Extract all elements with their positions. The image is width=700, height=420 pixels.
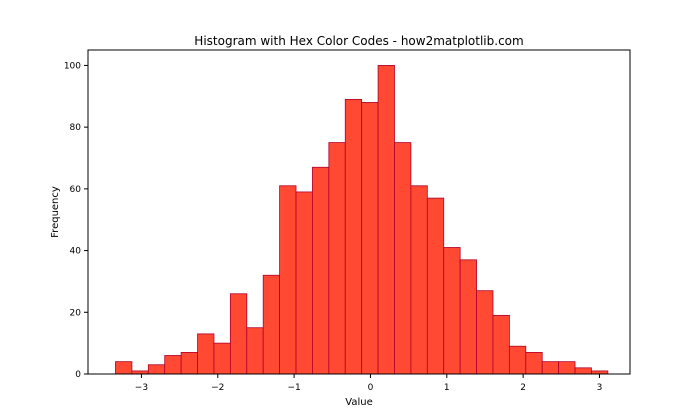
x-tick-label: 1	[444, 383, 450, 393]
x-axis: −3 −2 −1 0 1 2 3	[135, 374, 603, 393]
histogram-bar-23	[492, 314, 510, 375]
histogram-bar-28	[574, 367, 592, 375]
bars-group	[115, 65, 609, 375]
y-tick-label: 0	[75, 370, 81, 380]
histogram-bar-13	[328, 142, 346, 375]
y-tick-label: 20	[70, 308, 82, 318]
histogram-bar-26	[541, 361, 560, 375]
histogram-bar-21	[459, 259, 477, 375]
histogram-bar-0	[115, 361, 133, 375]
histogram-bar-12	[312, 166, 330, 375]
histogram-bar-16	[377, 65, 395, 375]
histogram-bar-17	[394, 142, 412, 375]
x-tick-label: 3	[597, 383, 603, 393]
histogram-bar-27	[558, 361, 576, 375]
histogram-bar-4	[180, 351, 198, 375]
histogram-bar-18	[410, 185, 428, 375]
histogram-bar-19	[426, 197, 445, 375]
x-tick-label: 2	[520, 383, 526, 393]
x-tick-label: −3	[135, 383, 148, 393]
histogram-bar-14	[344, 98, 363, 375]
chart-title: Histogram with Hex Color Codes - how2mat…	[194, 34, 523, 48]
y-tick-label: 100	[64, 61, 81, 71]
histogram-bar-2	[147, 364, 166, 375]
y-axis-label: Frequency	[50, 186, 61, 238]
histogram-bar-5	[197, 333, 215, 375]
histogram-bar-9	[262, 274, 281, 375]
x-tick-label: 0	[368, 383, 374, 393]
y-tick-label: 80	[70, 123, 82, 133]
histogram-bar-7	[229, 293, 248, 375]
histogram-bar-25	[525, 351, 543, 375]
y-axis: 0 20 40 60 80 100	[64, 61, 88, 380]
plot-frame	[87, 49, 631, 375]
x-tick-label: −2	[211, 383, 224, 393]
x-axis-label: Value	[345, 397, 372, 408]
histogram-bar-15	[361, 102, 379, 375]
histogram-bar-3	[164, 355, 182, 375]
histogram-bar-22	[476, 290, 494, 375]
histogram-bar-24	[508, 345, 527, 375]
x-tick-label: −1	[287, 383, 300, 393]
y-tick-label: 60	[70, 185, 82, 195]
histogram-bar-20	[443, 247, 461, 375]
histogram-bar-10	[279, 185, 297, 375]
y-tick-label: 40	[70, 247, 82, 257]
histogram-bar-11	[295, 191, 313, 375]
histogram-bar-6	[213, 342, 231, 375]
histogram-bar-8	[246, 327, 264, 375]
